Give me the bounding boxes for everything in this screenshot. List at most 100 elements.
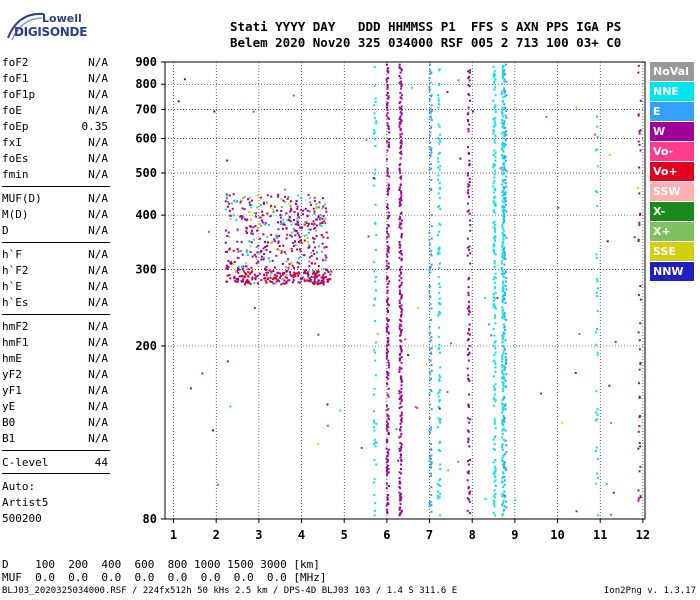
echo-pixel [304,272,307,275]
echo-pixel [330,270,333,273]
echo-pixel [400,356,403,359]
echo-pixel [466,479,469,482]
echo-pixel [429,107,432,110]
echo-pixel [639,322,642,325]
echo-pixel [290,223,293,226]
x-tick-label: 9 [511,528,518,542]
echo-pixel [242,280,244,283]
echo-pixel [494,469,497,472]
echo-pixel [322,277,325,279]
param-row: foEp 0.35 [2,120,108,136]
echo-pixel [494,70,497,73]
echo-pixel [387,67,390,70]
echo-pixel [400,177,403,180]
echo-pixel [494,316,496,319]
echo-pixel [234,271,237,273]
echo-pixel [385,382,388,385]
echo-pixel [596,287,599,290]
echo-pixel [293,267,295,269]
echo-pixel [500,166,503,169]
param-value: N/A [88,224,108,237]
echo-pixel [326,424,329,427]
echo-pixel [504,294,506,297]
echo-pixel [492,293,495,295]
echo-pixel [467,106,470,109]
echo-pixel [226,196,229,199]
echo-pixel [503,201,506,204]
echo-pixel [493,201,496,204]
echo-pixel [375,234,378,237]
echo-pixel [264,246,267,248]
echo-pixel [400,340,403,343]
legend-item: SSE [650,242,694,261]
echo-pixel [494,351,497,354]
echo-pixel [457,79,460,82]
echo-pixel [400,460,403,463]
x-tick-label: 8 [469,528,476,542]
echo-pixel [292,241,294,244]
echo-pixel [493,375,496,378]
echo-pixel [310,278,313,281]
echo-pixel [501,299,504,302]
echo-pixel [212,429,214,432]
param-name: B0 [2,416,16,429]
echo-pixel [386,207,389,210]
echo-pixel [312,241,315,244]
echo-pixel [385,206,388,208]
echo-pixel [398,65,401,68]
echo-pixel [501,419,504,422]
echo-pixel [386,69,389,72]
echo-pixel [437,417,440,420]
echo-pixel [400,420,403,423]
param-name: hmE [2,352,22,365]
echo-pixel [639,363,642,365]
param-value: 0.35 [81,120,109,133]
echo-pixel [466,471,469,474]
echo-pixel [325,268,328,271]
echo-pixel [493,76,496,79]
echo-pixel [398,450,401,452]
echo-pixel [400,211,403,214]
echo-pixel [493,180,496,182]
echo-pixel [257,227,260,230]
echo-pixel [399,499,402,502]
echo-pixel [289,220,292,223]
echo-pixel [505,210,508,213]
echo-pixel [430,364,433,367]
echo-pixel [275,274,278,277]
echo-pixel [265,201,268,204]
echo-pixel [466,367,469,370]
echo-pixel [279,222,282,225]
echo-pixel [493,480,496,483]
echo-pixel [501,273,504,276]
echo-pixel [373,104,376,107]
echo-pixel [494,314,496,317]
echo-pixel [493,465,496,468]
echo-pixel [372,393,375,396]
echo-pixel [283,272,286,274]
echo-pixel [322,215,325,218]
echo-pixel [294,273,297,275]
echo-pixel [226,274,229,277]
echo-pixel [373,387,376,390]
echo-pixel [387,494,390,496]
echo-pixel [504,191,507,194]
echo-pixel [320,276,323,279]
echo-pixel [224,241,227,244]
echo-pixel [493,124,496,127]
echo-pixel [385,80,388,83]
echo-pixel [505,318,508,321]
echo-pixel [414,406,417,409]
echo-pixel [263,277,266,280]
echo-pixel [386,250,389,252]
echo-pixel [500,183,503,186]
echo-pixel [324,254,327,257]
echo-pixel [430,339,433,342]
echo-pixel [428,232,431,234]
echo-pixel [399,147,402,150]
echo-pixel [492,166,495,169]
echo-pixel [297,272,300,275]
echo-pixel [438,82,440,85]
echo-pixel [306,279,309,282]
echo-pixel [245,230,248,233]
